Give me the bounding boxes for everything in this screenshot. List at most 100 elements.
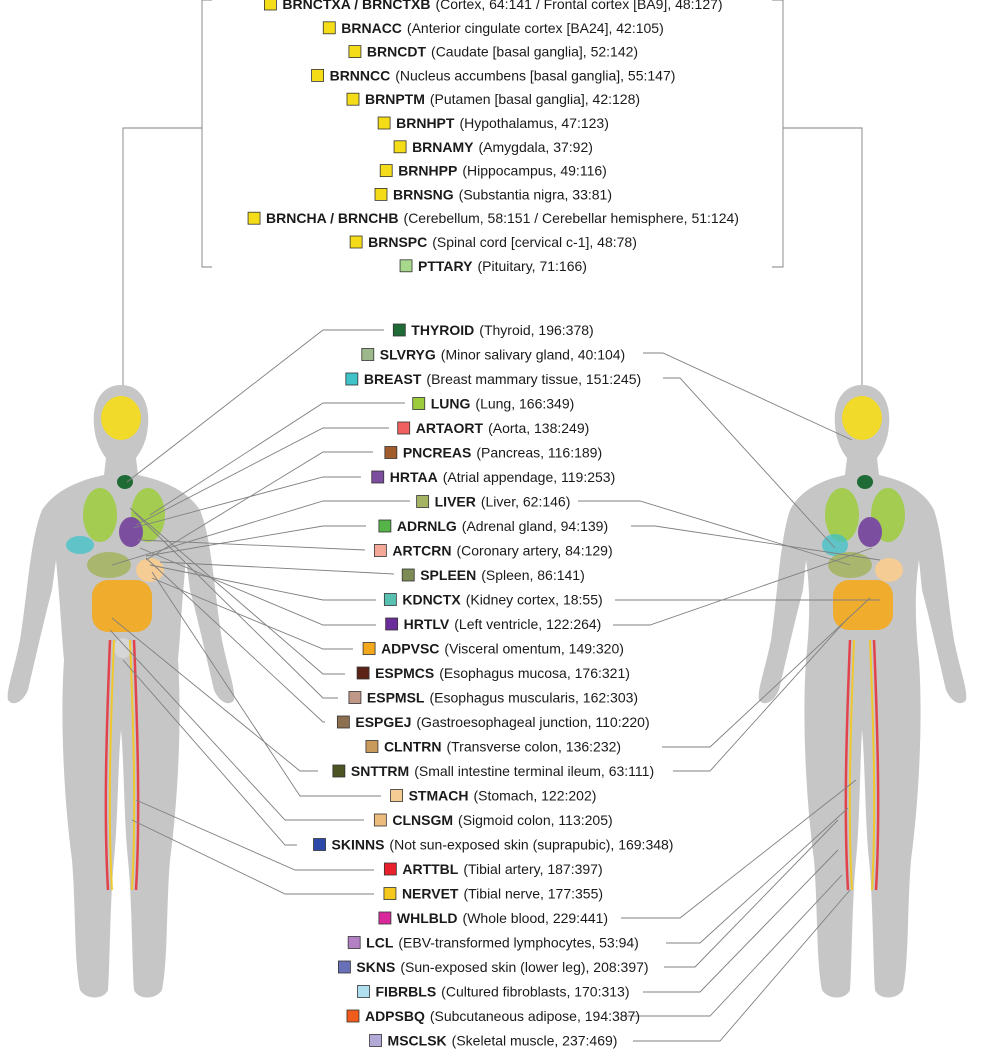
leader-liver bbox=[111, 500, 410, 566]
color-swatch bbox=[369, 1034, 382, 1047]
tissue-description: (Breast mammary tissue, 151:245) bbox=[426, 371, 641, 387]
tissue-description: (Adrenal gland, 94:139) bbox=[462, 518, 608, 534]
tissue-code: ARTCRN bbox=[392, 543, 451, 559]
color-swatch bbox=[346, 92, 360, 106]
color-swatch bbox=[377, 116, 391, 130]
color-swatch bbox=[378, 911, 392, 925]
color-swatch bbox=[345, 372, 359, 386]
leader-snttrm bbox=[111, 617, 318, 772]
tissue-label: BRNPTM (Putamen [basal ganglia], 42:128) bbox=[365, 91, 640, 107]
male-intestine-organ bbox=[92, 580, 152, 632]
leader-espmcs bbox=[129, 507, 345, 675]
tissue-label: LIVER (Liver, 62:146) bbox=[435, 494, 571, 510]
tissue-row-msclsk: MSCLSK (Skeletal muscle, 237:469) bbox=[369, 1033, 617, 1049]
color-swatch bbox=[383, 862, 397, 876]
tissue-description: (Amygdala, 37:92) bbox=[479, 139, 593, 155]
brain-label-list: BRNCTXA / BRNCTXB (Cortex, 64:141 / Front… bbox=[247, 0, 739, 274]
color-swatch bbox=[371, 470, 385, 484]
color-swatch bbox=[401, 568, 415, 582]
tissue-label: ADPVSC (Visceral omentum, 149:320) bbox=[381, 641, 624, 657]
leader-espmsl bbox=[133, 511, 338, 699]
tissue-description: (Gastroesophageal junction, 110:220) bbox=[416, 714, 649, 730]
color-swatch bbox=[383, 887, 397, 900]
tissue-label: PNCREAS (Pancreas, 116:189) bbox=[403, 445, 602, 461]
tissue-label: BRNACC (Anterior cingulate cortex [BA24],… bbox=[341, 20, 663, 36]
tissue-row-brnamy: BRNAMY (Amygdala, 37:92) bbox=[393, 139, 593, 155]
tissue-code: BRNSPC bbox=[368, 234, 427, 250]
tissue-code: HRTAA bbox=[390, 469, 438, 485]
female-thyroid-organ bbox=[857, 475, 873, 489]
color-swatch bbox=[383, 593, 397, 606]
leader-adpvsc bbox=[151, 577, 353, 650]
tissue-row-pncreas: PNCREAS (Pancreas, 116:189) bbox=[384, 445, 602, 461]
color-swatch bbox=[365, 740, 379, 753]
tissue-code: BREAST bbox=[364, 371, 422, 387]
tissue-row-clntrn: CLNTRN (Transverse colon, 136:232) bbox=[365, 739, 621, 755]
male-thyroid-organ bbox=[117, 475, 133, 489]
tissue-row-arttbl: ARTTBL (Tibial artery, 187:397) bbox=[383, 861, 603, 877]
female-leg-vessels bbox=[844, 639, 880, 891]
tissue-row-nervet: NERVET (Tibial nerve, 177:355) bbox=[383, 886, 603, 902]
color-swatch bbox=[392, 323, 406, 337]
tissue-description: (Liver, 62:146) bbox=[481, 494, 571, 510]
leader-adrnlg-female bbox=[631, 525, 881, 561]
tissue-label: BRNCDT (Caudate [basal ganglia], 52:142) bbox=[367, 44, 638, 60]
tissue-code: LIVER bbox=[435, 494, 476, 510]
leader-nervet bbox=[131, 819, 374, 895]
tissue-row-stmach: STMACH (Stomach, 122:202) bbox=[390, 788, 596, 804]
male-stomach-organ bbox=[136, 558, 164, 582]
tissue-description: (Cerebellum, 58:151 / Cerebellar hemisph… bbox=[404, 210, 739, 226]
tissue-label: PTTARY (Pituitary, 71:166) bbox=[418, 258, 587, 274]
leader-fibrbls bbox=[643, 849, 839, 993]
leader-lung bbox=[149, 402, 405, 516]
color-swatch bbox=[397, 421, 411, 435]
tissue-code: ADPSBQ bbox=[365, 1008, 425, 1024]
color-swatch bbox=[247, 211, 261, 225]
male-body-silhouette bbox=[7, 385, 235, 998]
tissue-row-brnptm: BRNPTM (Putamen [basal ganglia], 42:128) bbox=[346, 91, 640, 107]
tissue-description: (Lung, 166:349) bbox=[475, 396, 574, 412]
tissue-label: LUNG (Lung, 166:349) bbox=[431, 396, 575, 412]
tissue-label: KDNCTX (Kidney cortex, 18:55) bbox=[402, 592, 602, 608]
tissue-row-lung: LUNG (Lung, 166:349) bbox=[412, 396, 575, 412]
tissue-row-espmcs: ESPMCS (Esophagus mucosa, 176:321) bbox=[356, 665, 630, 681]
leader-skns bbox=[664, 819, 839, 968]
color-swatch bbox=[356, 666, 370, 680]
tissue-description: (Sun-exposed skin (lower leg), 208:397) bbox=[400, 959, 648, 975]
tissue-description: (Coronary artery, 84:129) bbox=[456, 543, 612, 559]
tissue-description: (Esophagus mucosa, 176:321) bbox=[439, 665, 630, 681]
tissue-description: (Subcutaneous adipose, 194:387) bbox=[430, 1008, 640, 1024]
tissue-label: HRTAA (Atrial appendage, 119:253) bbox=[390, 469, 616, 485]
color-swatch bbox=[347, 936, 361, 949]
tissue-label: WHLBLD (Whole blood, 229:441) bbox=[397, 910, 608, 926]
tissue-description: (Tibial artery, 187:397) bbox=[463, 861, 602, 877]
tissue-label: ARTAORT (Aorta, 138:249) bbox=[416, 420, 590, 436]
leader-artaort bbox=[135, 427, 389, 526]
tissue-description: (Small intestine terminal ileum, 63:111) bbox=[414, 763, 654, 779]
tissue-code: LUNG bbox=[431, 396, 471, 412]
tissue-row-adpsbq: ADPSBQ (Subcutaneous adipose, 194:387) bbox=[346, 1008, 640, 1024]
color-swatch bbox=[361, 348, 375, 361]
leader-adpsbq bbox=[622, 874, 843, 1017]
leader-clnsgm bbox=[109, 629, 364, 821]
tissue-label: ESPMCS (Esophagus mucosa, 176:321) bbox=[375, 665, 630, 681]
color-swatch bbox=[373, 544, 387, 557]
color-swatch bbox=[311, 69, 324, 82]
tissue-code: BRNCHA / BRNCHB bbox=[266, 210, 398, 226]
tissue-description: (Thyroid, 196:378) bbox=[479, 322, 593, 338]
tissue-code: KDNCTX bbox=[402, 592, 461, 608]
tissue-row-adrnlg: ADRNLG (Adrenal gland, 94:139) bbox=[378, 518, 608, 534]
tissue-label: BRNAMY (Amygdala, 37:92) bbox=[412, 139, 593, 155]
tissue-code: BRNCDT bbox=[367, 44, 427, 60]
tissue-row-pttary: PTTARY (Pituitary, 71:166) bbox=[399, 258, 587, 274]
female-body-figure bbox=[758, 385, 967, 998]
tissue-label: FIBRBLS (Cultured fibroblasts, 170:313) bbox=[376, 984, 630, 1000]
tissue-code: CLNSGM bbox=[392, 812, 453, 828]
leader-adrnlg bbox=[145, 525, 366, 557]
leader-hrtaa bbox=[132, 476, 361, 529]
tissue-row-slvryg: SLVRYG (Minor salivary gland, 40:104) bbox=[361, 347, 625, 363]
tissue-row-liver: LIVER (Liver, 62:146) bbox=[416, 494, 571, 510]
leader-whlbld bbox=[621, 779, 857, 919]
tissue-description: (Esophagus muscularis, 162:303) bbox=[430, 690, 639, 706]
